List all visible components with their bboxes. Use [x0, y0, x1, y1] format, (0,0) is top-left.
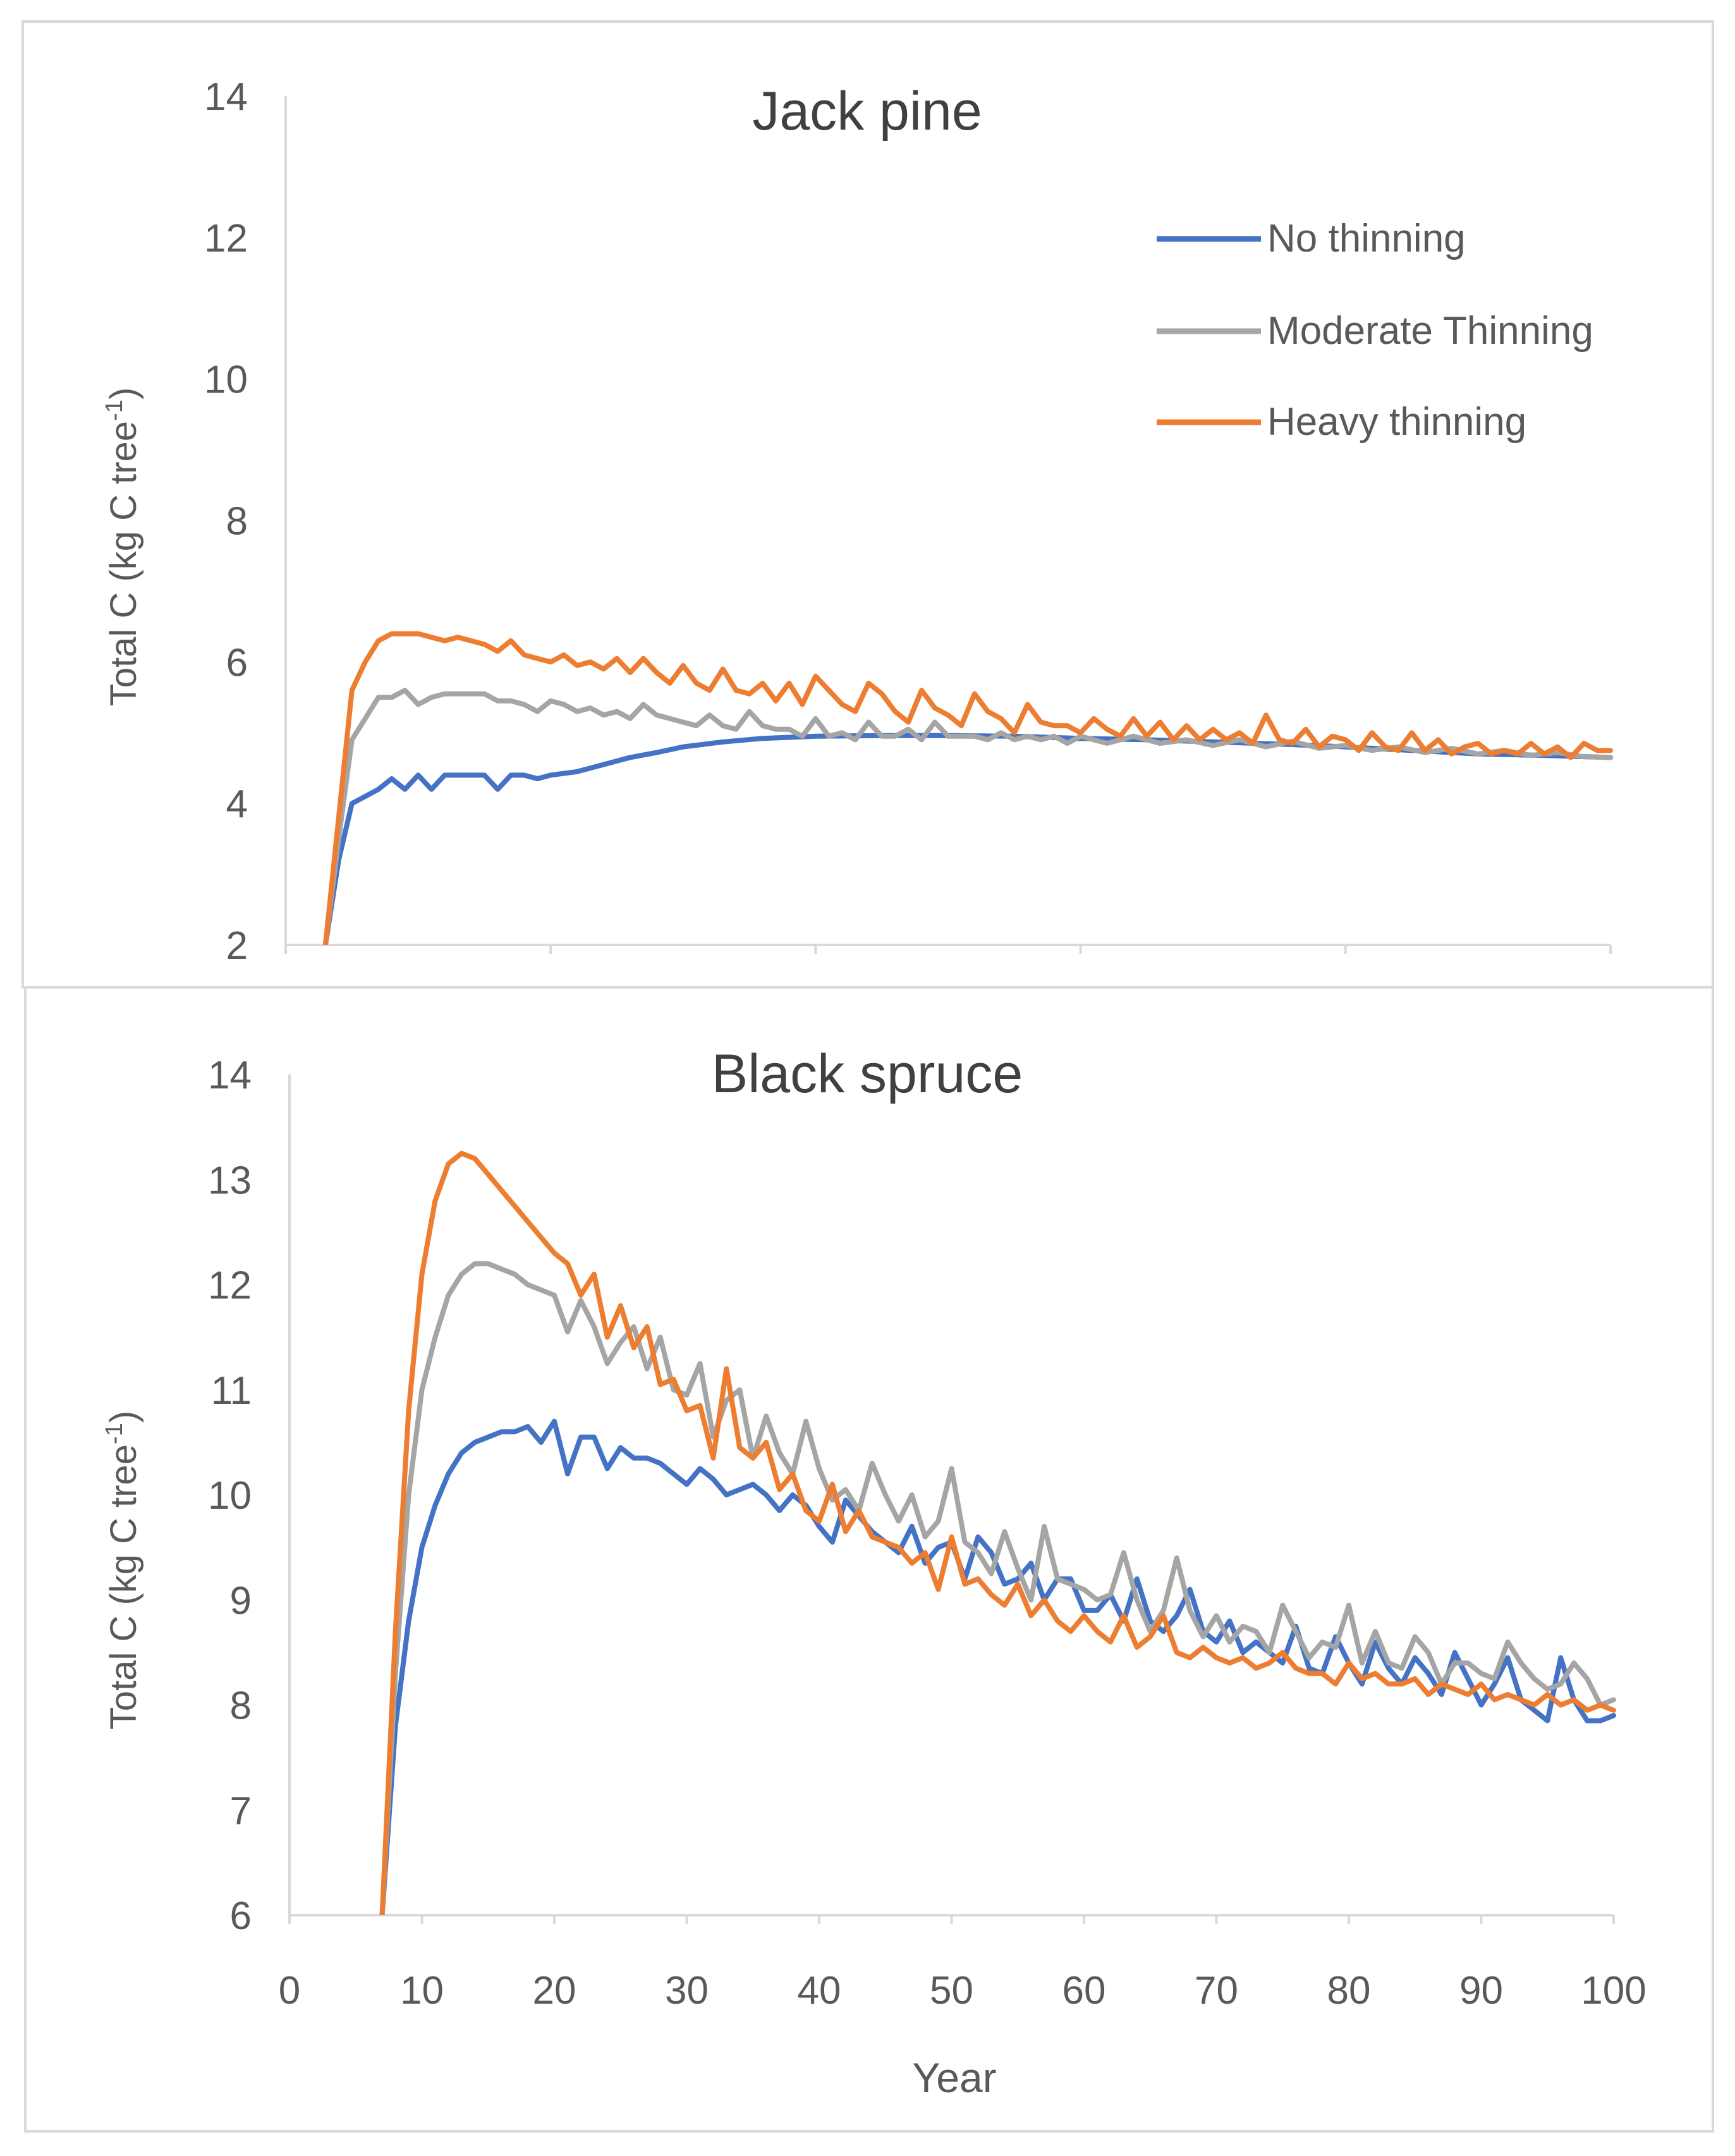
- jack-pine-y-axis-label: Total C (kg C tree-1): [101, 387, 144, 706]
- black-spruce-y-tick-label: 13: [208, 1159, 252, 1202]
- black-spruce-x-tick-label: 80: [1327, 1969, 1371, 2013]
- black-spruce-y-tick-label: 10: [208, 1474, 252, 1518]
- jack-pine-y-tick-label: 12: [204, 217, 248, 260]
- black-spruce-x-tick-label: 90: [1459, 1969, 1503, 2013]
- black-spruce-panel: Black spruce Total C (kg C tree-1) Year …: [24, 986, 1714, 2133]
- black-spruce-series-no-thinning: [379, 1418, 1616, 1915]
- black-spruce-y-tick-label: 11: [211, 1369, 252, 1413]
- black-spruce-series-heavy-thinning: [379, 1150, 1616, 1915]
- black-spruce-x-tick-label: 60: [1062, 1969, 1106, 2013]
- black-spruce-y-tick-label: 7: [230, 1789, 252, 1833]
- black-spruce-x-tick-label: 50: [930, 1969, 973, 2013]
- jack-pine-series-moderate-thinning: [322, 688, 1613, 945]
- jack-pine-y-tick-label: 4: [226, 783, 248, 826]
- black-spruce-x-tick-label: 0: [279, 1969, 300, 2013]
- black-spruce-panel-border: [24, 986, 1714, 2133]
- black-spruce-y-tick-label: 6: [230, 1894, 252, 1938]
- black-spruce-y-tick-label: 14: [208, 1054, 252, 1097]
- black-spruce-series-moderate-thinning: [379, 1261, 1616, 1915]
- jack-pine-series-group: [322, 631, 1613, 945]
- black-spruce-x-tick-label: 20: [533, 1969, 576, 2013]
- black-spruce-y-axis-label: Total C (kg C tree-1): [101, 1411, 144, 1729]
- jack-pine-axes: 2 4 6 8 10 12 14: [204, 75, 1612, 968]
- black-spruce-axes: 6 7 8 9 10 11 12 13 14 0 10 20 30 40 50 60 70 80 90 100: [208, 1054, 1647, 2013]
- jack-pine-y-tick-label: 6: [226, 641, 248, 685]
- black-spruce-y-tick-label: 9: [230, 1579, 252, 1623]
- jack-pine-y-tick-label: 2: [226, 924, 248, 968]
- jack-pine-panel-border: [21, 20, 1714, 989]
- black-spruce-y-tick-label: 12: [208, 1264, 252, 1308]
- black-spruce-x-tick-label: 40: [798, 1969, 841, 2013]
- legend-entry-heavy-thinning: Heavy thinning: [1157, 400, 1526, 444]
- legend-label-heavy-thinning: Heavy thinning: [1267, 400, 1526, 444]
- black-spruce-x-tick-label: 100: [1581, 1969, 1646, 2013]
- black-spruce-y-tick-label: 8: [230, 1684, 252, 1728]
- jack-pine-y-tick-label: 14: [204, 75, 248, 119]
- legend-label-no-thinning: No thinning: [1267, 217, 1466, 260]
- legend-entry-no-thinning: No thinning: [1157, 217, 1466, 260]
- black-spruce-series-group: [379, 1150, 1616, 1915]
- black-spruce-title: Black spruce: [712, 1044, 1023, 1104]
- jack-pine-panel: Jack pine Total C (kg C tree-1) No thinn…: [21, 20, 1714, 989]
- legend-label-moderate-thinning: Moderate Thinning: [1267, 309, 1593, 353]
- black-spruce-x-tick-label: 70: [1195, 1969, 1238, 2013]
- black-spruce-x-tick-label: 30: [665, 1969, 709, 2013]
- jack-pine-y-tick-label: 10: [204, 358, 248, 402]
- black-spruce-x-tick-label: 10: [400, 1969, 444, 2013]
- jack-pine-legend: No thinning Moderate Thinning Heavy thin…: [1157, 217, 1593, 444]
- jack-pine-y-tick-label: 8: [226, 500, 248, 544]
- jack-pine-series-heavy-thinning: [322, 631, 1613, 945]
- jack-pine-title: Jack pine: [752, 81, 982, 142]
- black-spruce-x-axis-label: Year: [912, 2054, 996, 2101]
- legend-entry-moderate-thinning: Moderate Thinning: [1157, 309, 1593, 353]
